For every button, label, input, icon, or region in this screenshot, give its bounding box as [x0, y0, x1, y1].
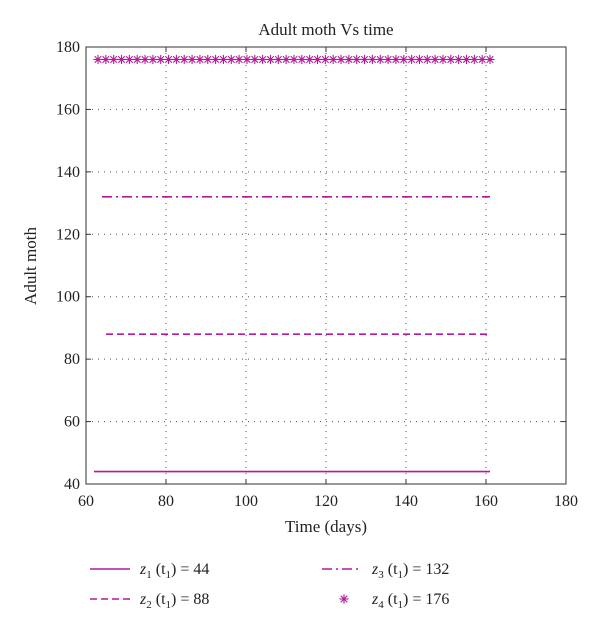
data-point-z4: [383, 54, 393, 65]
data-point-z4: [375, 54, 385, 65]
data-point-z4: [132, 54, 142, 65]
y-tick-label: 40: [64, 476, 80, 493]
y-tick-labels: 40 60 80 100 120 140 160 180: [56, 39, 80, 493]
chart-title: Adult moth Vs time: [258, 20, 393, 39]
data-point-z4: [156, 54, 166, 65]
data-point-z4: [163, 54, 174, 65]
x-tick-label: 100: [234, 493, 258, 510]
data-point-z4: [422, 54, 432, 65]
data-point-z4: [461, 54, 472, 65]
data-point-z4: [312, 54, 323, 65]
x-tick-label: 180: [554, 493, 578, 510]
y-tick-label: 160: [56, 101, 80, 118]
x-tick-label: 60: [78, 493, 94, 510]
legend-item-z1: z1 (t1) = 44: [90, 561, 209, 581]
data-point-z4: [454, 54, 464, 65]
data-point-z4: [352, 54, 362, 65]
gridlines: [86, 47, 566, 484]
data-point-z4: [101, 54, 111, 65]
legend-item-z4: z4 (t1) = 176: [339, 591, 449, 611]
plot-frame: [85, 46, 567, 485]
data-point-z4: [203, 54, 213, 65]
x-tick-label: 120: [314, 493, 338, 510]
data-point-z4: [250, 54, 260, 65]
data-point-z4: [297, 54, 307, 65]
data-point-z4: [414, 54, 425, 65]
data-point-z4: [187, 54, 197, 65]
data-point-z4: [195, 54, 205, 65]
x-axis-label: Time (days): [285, 517, 367, 536]
legend-label-z2: z2 (t1) = 88: [139, 591, 209, 611]
data-point-z4: [218, 54, 229, 65]
legend-label-z1: z1 (t1) = 44: [139, 561, 209, 581]
series-layer: [93, 54, 495, 473]
legend-item-z3: z3 (t1) = 132: [322, 561, 449, 581]
data-point-z4: [485, 54, 495, 65]
series-z4: [93, 54, 495, 65]
y-tick-label: 120: [56, 226, 80, 243]
data-point-z4: [258, 54, 268, 65]
data-point-z4: [477, 54, 487, 65]
y-tick-label: 60: [64, 414, 80, 431]
x-tick-label: 140: [394, 493, 418, 510]
y-axis-label: Adult moth: [21, 227, 40, 305]
data-point-z4: [265, 54, 276, 65]
data-point-z4: [148, 54, 158, 65]
y-tick-label: 140: [56, 164, 80, 181]
y-tick-label: 180: [56, 39, 80, 56]
data-point-z4: [320, 54, 330, 65]
data-point-z4: [124, 54, 134, 65]
data-point-z4: [93, 54, 103, 65]
data-point-z4: [391, 54, 401, 65]
data-point-z4: [109, 54, 119, 65]
data-point-z4: [399, 54, 409, 65]
data-point-z4: [305, 54, 315, 65]
legend: z1 (t1) = 44 z2 (t1) = 88 z3 (t1) = 132 z4 …: [90, 561, 449, 611]
tick-marks: [85, 46, 567, 485]
legend-label-z4: z4 (t1) = 176: [371, 591, 449, 611]
y-tick-label: 100: [56, 289, 80, 306]
data-point-z4: [336, 54, 346, 65]
data-point-z4: [359, 54, 370, 65]
data-point-z4: [211, 54, 221, 65]
data-point-z4: [367, 54, 377, 65]
x-tick-label: 160: [474, 493, 498, 510]
x-tick-labels: 60 80 100 120 140 160 180: [78, 493, 578, 510]
data-point-z4: [430, 54, 440, 65]
data-point-z4: [469, 54, 479, 65]
x-tick-label: 80: [158, 493, 174, 510]
legend-item-z2: z2 (t1) = 88: [90, 591, 209, 611]
legend-label-z3: z3 (t1) = 132: [371, 561, 449, 581]
data-point-z4: [234, 54, 244, 65]
data-point-z4: [289, 54, 299, 65]
data-point-z4: [438, 54, 448, 65]
data-point-z4: [328, 54, 338, 65]
data-point-z4: [281, 54, 291, 65]
data-point-z4: [242, 54, 252, 65]
data-point-z4: [344, 54, 354, 65]
data-point-z4: [226, 54, 236, 65]
data-point-z4: [171, 54, 181, 65]
data-point-z4: [179, 54, 189, 65]
legend-marker-z4: [339, 594, 349, 604]
data-point-z4: [273, 54, 283, 65]
data-point-z4: [116, 54, 127, 65]
y-tick-label: 80: [64, 351, 80, 368]
data-point-z4: [407, 54, 417, 65]
data-point-z4: [140, 54, 150, 65]
data-point-z4: [446, 54, 456, 65]
